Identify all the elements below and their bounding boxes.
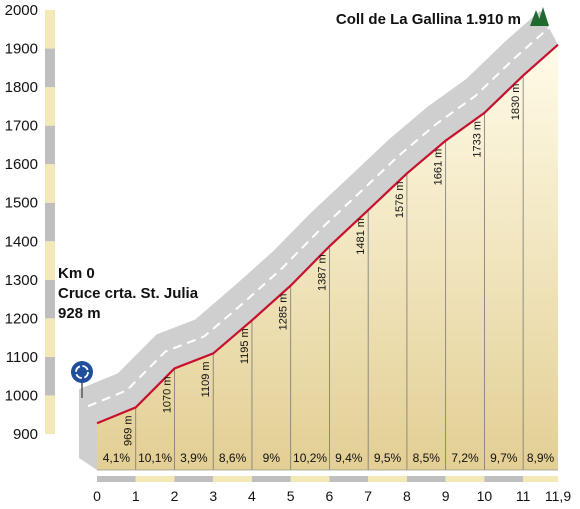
y-tick-label: 1900 xyxy=(5,41,38,58)
start-place-label: Cruce crta. St. Julia xyxy=(58,285,199,302)
x-axis-segment xyxy=(251,476,291,482)
x-axis-segment xyxy=(97,476,136,482)
y-axis-segment xyxy=(45,202,55,242)
y-axis-segment xyxy=(45,395,55,434)
y-axis-segment xyxy=(45,87,55,126)
y-tick-label: 1200 xyxy=(5,310,38,327)
elevation-label: 1195 m xyxy=(239,328,251,364)
x-tick-label: 0 xyxy=(93,488,101,504)
profile-line xyxy=(96,43,559,425)
elevation-label: 1387 m xyxy=(316,254,328,291)
y-axis-segment xyxy=(45,241,55,280)
y-tick-label: 1400 xyxy=(5,233,38,250)
gradient-label: 9,4% xyxy=(335,451,363,465)
elevation-label: 1109 m xyxy=(200,361,212,397)
y-tick-label: 1100 xyxy=(6,349,38,366)
x-tick-label: 6 xyxy=(326,488,334,504)
profile-fill xyxy=(97,44,558,470)
road-center-line xyxy=(87,26,550,408)
road-surface xyxy=(79,10,558,470)
gradient-label: 7,2% xyxy=(451,451,479,465)
elevation-label: 1733 m xyxy=(471,121,483,158)
x-tick-label: 11,9 xyxy=(545,488,571,504)
summit-annotation: Coll de La Gallina 1.910 m xyxy=(336,7,549,28)
y-tick-label: 1000 xyxy=(5,387,38,404)
profile-area xyxy=(97,44,558,470)
y-tick-label: 1700 xyxy=(5,118,38,135)
summit-label: Coll de La Gallina 1.910 m xyxy=(336,11,521,28)
road-band xyxy=(79,10,558,470)
x-axis-segment xyxy=(174,476,214,482)
x-axis-segment xyxy=(484,476,524,482)
x-tick-label: 8 xyxy=(403,488,411,504)
x-tick-label: 3 xyxy=(209,488,217,504)
y-tick-label: 900 xyxy=(13,426,38,443)
y-axis-segment xyxy=(45,356,55,396)
y-tick-label: 1600 xyxy=(5,156,38,173)
elevation-label: 1285 m xyxy=(278,294,290,331)
start-km-label: Km 0 xyxy=(58,265,95,282)
elevation-labels: 969 m 1070 m 1109 m 1195 m 1285 m 1387 m 1481 … xyxy=(123,84,522,446)
profile-polyline xyxy=(96,43,559,425)
x-axis-bar xyxy=(97,476,558,482)
y-axis-segment xyxy=(45,125,55,165)
x-axis-segment xyxy=(290,476,330,482)
x-tick-label: 10 xyxy=(477,488,493,504)
roundabout-icon xyxy=(71,361,93,398)
y-axis-segment xyxy=(45,10,55,49)
gradient-label: 10,2% xyxy=(293,451,327,465)
x-axis-segment xyxy=(329,476,369,482)
y-axis-segment xyxy=(45,318,55,357)
x-tick-label: 11 xyxy=(516,488,531,504)
y-axis-segment xyxy=(45,279,55,319)
y-tick-label: 2000 xyxy=(5,2,38,19)
x-tick-label: 2 xyxy=(171,488,179,504)
gradient-labels: 4,1% 10,1% 3,9% 8,6% 9% 10,2% 9,4% 9,5% 8,5% 7,2%… xyxy=(103,451,555,465)
gradient-label: 4,1% xyxy=(103,451,131,465)
x-axis-segment xyxy=(445,476,485,482)
x-axis-ticks: 0 1 2 3 4 5 6 7 8 9 10 11 11,9 xyxy=(93,488,571,504)
elevation-label: 1481 m xyxy=(355,218,367,255)
x-axis-segment xyxy=(523,476,558,482)
gradient-label: 10,1% xyxy=(138,451,172,465)
gradient-label: 9,7% xyxy=(490,451,518,465)
elevation-label: 1070 m xyxy=(161,376,173,413)
start-altitude-label: 928 m xyxy=(58,305,101,322)
x-tick-label: 4 xyxy=(248,488,256,504)
x-tick-label: 7 xyxy=(364,488,372,504)
elevation-label: 969 m xyxy=(123,415,135,446)
y-axis-segment xyxy=(45,164,55,203)
elevation-label: 1830 m xyxy=(510,84,522,121)
elevation-label: 1576 m xyxy=(394,181,406,218)
km-separators xyxy=(97,75,558,471)
x-tick-label: 9 xyxy=(442,488,450,504)
gradient-label: 8,9% xyxy=(527,451,555,465)
elevation-label: 1661 m xyxy=(433,149,445,186)
y-axis-bar xyxy=(45,10,55,434)
y-axis-segment xyxy=(45,48,55,88)
gradient-label: 9,5% xyxy=(374,451,402,465)
x-tick-label: 5 xyxy=(287,488,295,504)
start-annotation: Km 0 Cruce crta. St. Julia 928 m xyxy=(58,265,199,398)
x-tick-label: 1 xyxy=(132,488,140,504)
gradient-label: 8,6% xyxy=(219,451,247,465)
gradient-label: 8,5% xyxy=(413,451,441,465)
y-tick-label: 1300 xyxy=(5,272,38,289)
x-axis-segment xyxy=(135,476,175,482)
x-axis-segment xyxy=(368,476,407,482)
mountain-peaks-icon xyxy=(530,7,549,26)
y-axis-ticks: 900 1000 1100 1200 1300 1400 1500 1600 1700 1800 1… xyxy=(5,2,38,443)
gradient-label: 3,9% xyxy=(180,451,208,465)
gradient-label: 9% xyxy=(263,451,281,465)
x-axis-segment xyxy=(406,476,446,482)
y-tick-label: 1800 xyxy=(5,79,38,96)
y-tick-label: 1500 xyxy=(5,195,38,212)
x-axis-segment xyxy=(213,476,252,482)
